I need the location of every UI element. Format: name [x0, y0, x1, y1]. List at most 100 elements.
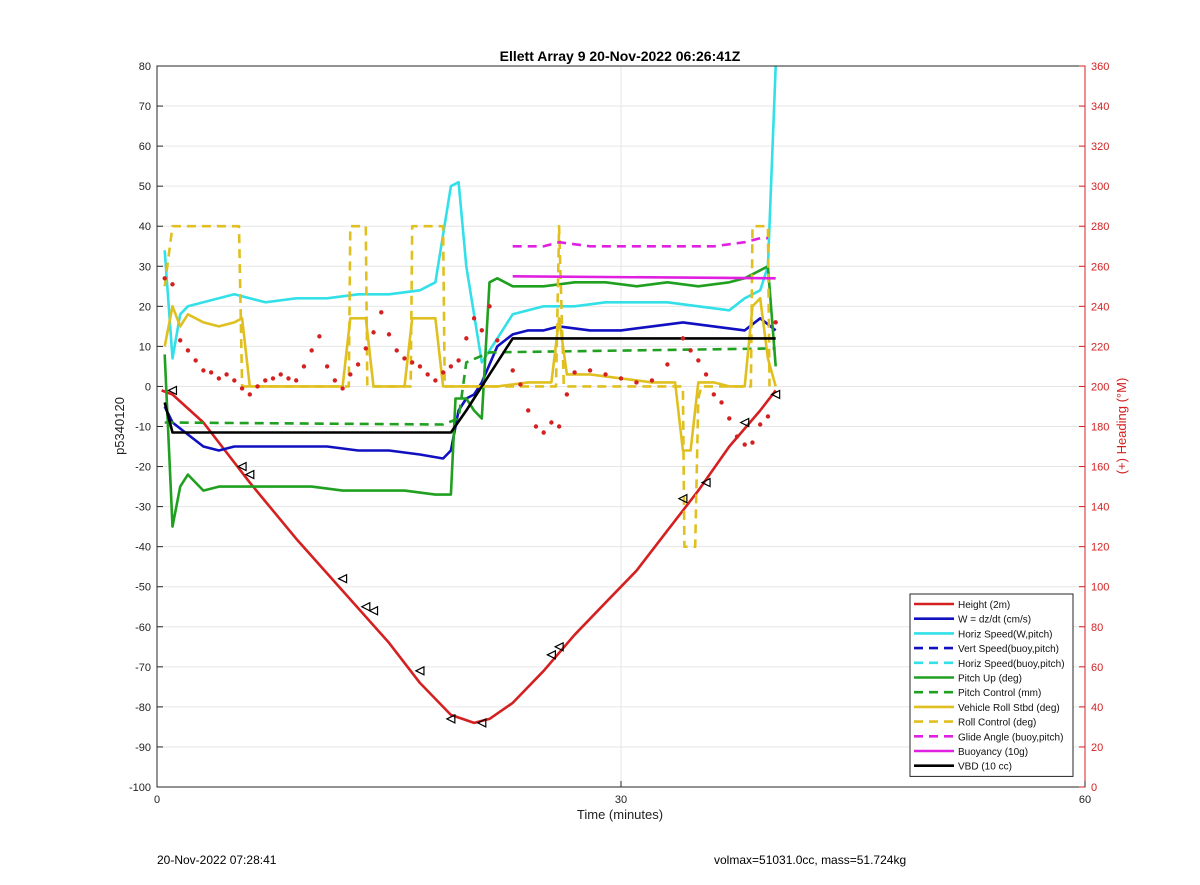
- y-tick-label: -90: [135, 742, 151, 754]
- height-triangle-marker: [553, 641, 564, 652]
- legend-entry: Buoyancy (10g): [958, 747, 1028, 758]
- heading-marker: [294, 378, 299, 383]
- heading-marker: [286, 376, 291, 381]
- heading-marker: [332, 378, 338, 383]
- y-tick-label: -100: [129, 782, 151, 794]
- heading-marker: [734, 434, 740, 439]
- y-right-tick-label: 280: [1091, 221, 1109, 233]
- y-right-tick-label: 340: [1091, 101, 1109, 113]
- heading-marker: [727, 416, 732, 421]
- y-axis-right-label: (+) Heading (°M): [1114, 378, 1129, 475]
- heading-marker: [448, 364, 454, 369]
- heading-marker: [255, 384, 260, 389]
- height-triangle-marker: [414, 665, 425, 676]
- axes: -100-90-80-70-60-50-40-30-20-10010203040…: [129, 61, 1109, 806]
- heading-marker: [340, 386, 345, 391]
- heading-marker: [185, 348, 191, 353]
- y-right-tick-label: 320: [1091, 141, 1109, 153]
- heading-marker: [201, 368, 206, 373]
- y-tick-label: -10: [135, 422, 151, 434]
- heading-marker: [239, 386, 245, 391]
- y-tick-label: -70: [135, 662, 151, 674]
- heading-marker: [688, 348, 693, 353]
- heading-marker: [456, 358, 461, 363]
- legend-entry: Vert Speed(buoy,pitch): [958, 644, 1059, 655]
- y-tick-label: 20: [139, 301, 151, 313]
- heading-marker: [170, 282, 175, 287]
- height-triangle-marker: [236, 461, 247, 472]
- height-triangle-marker: [167, 385, 178, 396]
- heading-marker: [348, 372, 353, 377]
- height-triangle-marker: [739, 417, 750, 428]
- y-tick-label: -60: [135, 622, 151, 634]
- legend-entry: Roll Control (deg): [958, 718, 1036, 729]
- series-line-6: [164, 347, 776, 426]
- heading-marker: [742, 442, 747, 447]
- y-right-tick-label: 80: [1091, 622, 1103, 634]
- heading-marker: [495, 338, 500, 343]
- series-line-7: [163, 296, 777, 452]
- series-line-10: [512, 275, 776, 280]
- y-right-tick-label: 120: [1091, 542, 1109, 554]
- heading-marker: [440, 370, 446, 375]
- heading-marker: [224, 372, 229, 377]
- heading-marker: [402, 356, 407, 361]
- y-tick-label: 60: [139, 141, 151, 153]
- y-tick-label: 40: [139, 221, 151, 233]
- height-triangle-marker: [546, 649, 557, 660]
- height-triangle-marker: [244, 469, 255, 480]
- heading-marker: [324, 364, 330, 369]
- height-triangle-marker: [770, 389, 781, 400]
- heading-marker: [773, 320, 778, 325]
- heading-marker: [587, 368, 593, 373]
- heading-marker: [386, 332, 392, 337]
- heading-marker: [479, 328, 484, 333]
- heading-marker: [317, 334, 322, 339]
- heading-marker: [719, 400, 724, 405]
- heading-marker: [410, 360, 415, 365]
- legend-entry: Horiz Speed(buoy,pitch): [958, 659, 1065, 670]
- y-right-tick-label: 200: [1091, 381, 1109, 393]
- heading-marker: [549, 420, 554, 425]
- legend: Height (2m) W = dz/dt (cm/s) Horiz Speed(W…: [909, 593, 1074, 777]
- heading-marker: [263, 378, 268, 383]
- y-tick-label: 50: [139, 181, 151, 193]
- x-tick-label: 30: [615, 794, 627, 806]
- height-triangle-marker: [476, 717, 487, 728]
- heading-marker: [526, 408, 531, 413]
- heading-marker: [533, 424, 539, 429]
- heading-marker: [758, 422, 763, 427]
- heading-marker: [711, 392, 716, 397]
- heading-marker: [270, 376, 276, 381]
- heading-marker: [425, 372, 430, 377]
- y-tick-label: -80: [135, 702, 151, 714]
- footer-date: 20-Nov-2022 07:28:41: [157, 853, 277, 867]
- legend-entry: Pitch Control (mm): [958, 688, 1041, 699]
- y-right-tick-label: 140: [1091, 502, 1109, 514]
- y-tick-label: 70: [139, 101, 151, 113]
- y-right-tick-label: 100: [1091, 582, 1109, 594]
- legend-entry: W = dz/dt (cm/s): [958, 615, 1031, 626]
- y-tick-label: 0: [145, 381, 151, 393]
- series-line-9: [512, 236, 768, 248]
- heading-marker: [232, 378, 237, 383]
- heading-marker: [379, 310, 384, 315]
- y-right-tick-label: 20: [1091, 742, 1103, 754]
- heading-marker: [363, 346, 368, 351]
- heading-marker: [510, 368, 515, 373]
- y-tick-label: 10: [139, 341, 151, 353]
- heading-marker: [634, 380, 639, 385]
- heading-marker: [750, 440, 755, 445]
- heading-marker: [464, 336, 469, 341]
- y-tick-label: -20: [135, 462, 151, 474]
- y-right-tick-label: 180: [1091, 422, 1109, 434]
- heading-marker: [556, 424, 562, 429]
- heading-marker: [301, 364, 307, 369]
- y-right-tick-label: 300: [1091, 181, 1109, 193]
- heading-marker: [216, 376, 222, 381]
- y-tick-label: 80: [139, 61, 151, 73]
- heading-marker: [703, 372, 709, 377]
- height-triangle-marker: [360, 601, 371, 612]
- heading-marker: [471, 316, 477, 321]
- footer-info: volmax=51031.0cc, mass=51.724kg: [714, 853, 907, 867]
